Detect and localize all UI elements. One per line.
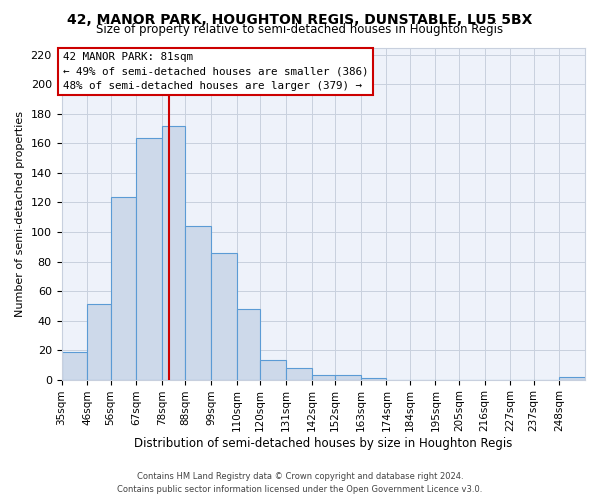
- Bar: [286, 368, 311, 380]
- Bar: [110, 196, 136, 380]
- Bar: [237, 308, 260, 380]
- Bar: [136, 138, 162, 380]
- Bar: [162, 126, 185, 380]
- Bar: [211, 252, 237, 380]
- Bar: [260, 360, 286, 380]
- Bar: [335, 375, 361, 380]
- Text: 42 MANOR PARK: 81sqm
← 49% of semi-detached houses are smaller (386)
48% of semi: 42 MANOR PARK: 81sqm ← 49% of semi-detac…: [62, 52, 368, 90]
- Bar: [361, 378, 386, 380]
- Y-axis label: Number of semi-detached properties: Number of semi-detached properties: [15, 110, 25, 316]
- Bar: [185, 226, 211, 380]
- Text: 42, MANOR PARK, HOUGHTON REGIS, DUNSTABLE, LU5 5BX: 42, MANOR PARK, HOUGHTON REGIS, DUNSTABL…: [67, 12, 533, 26]
- Text: Size of property relative to semi-detached houses in Houghton Regis: Size of property relative to semi-detach…: [97, 22, 503, 36]
- X-axis label: Distribution of semi-detached houses by size in Houghton Regis: Distribution of semi-detached houses by …: [134, 437, 512, 450]
- Text: Contains HM Land Registry data © Crown copyright and database right 2024.
Contai: Contains HM Land Registry data © Crown c…: [118, 472, 482, 494]
- Bar: [87, 304, 110, 380]
- Bar: [311, 375, 335, 380]
- Bar: [559, 376, 585, 380]
- Bar: [62, 352, 87, 380]
